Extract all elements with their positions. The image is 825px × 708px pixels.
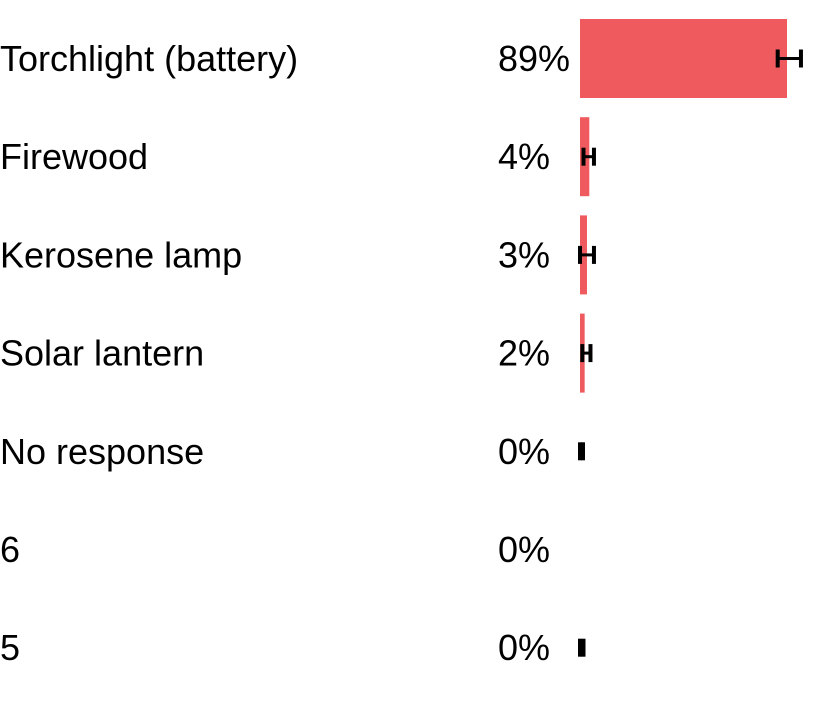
category-label: No response [0, 431, 204, 472]
category-label: Torchlight (battery) [0, 38, 298, 79]
error-bar [581, 147, 596, 166]
value-label: 2% [498, 333, 550, 374]
value-label: 3% [498, 234, 550, 275]
value-label: 0% [498, 627, 550, 668]
error-bar [578, 245, 596, 264]
error-bar [775, 49, 803, 68]
category-label: Solar lantern [0, 333, 204, 374]
bar [580, 19, 787, 98]
error-bar [578, 442, 585, 461]
error-bar [578, 638, 586, 657]
value-label: 0% [498, 431, 550, 472]
category-label: 5 [0, 627, 20, 668]
value-label: 0% [498, 529, 550, 570]
error-bar [580, 344, 593, 363]
category-label: Kerosene lamp [0, 234, 242, 275]
value-label: 89% [498, 38, 570, 79]
value-label: 4% [498, 136, 550, 177]
category-label: 6 [0, 529, 20, 570]
category-label: Firewood [0, 136, 148, 177]
